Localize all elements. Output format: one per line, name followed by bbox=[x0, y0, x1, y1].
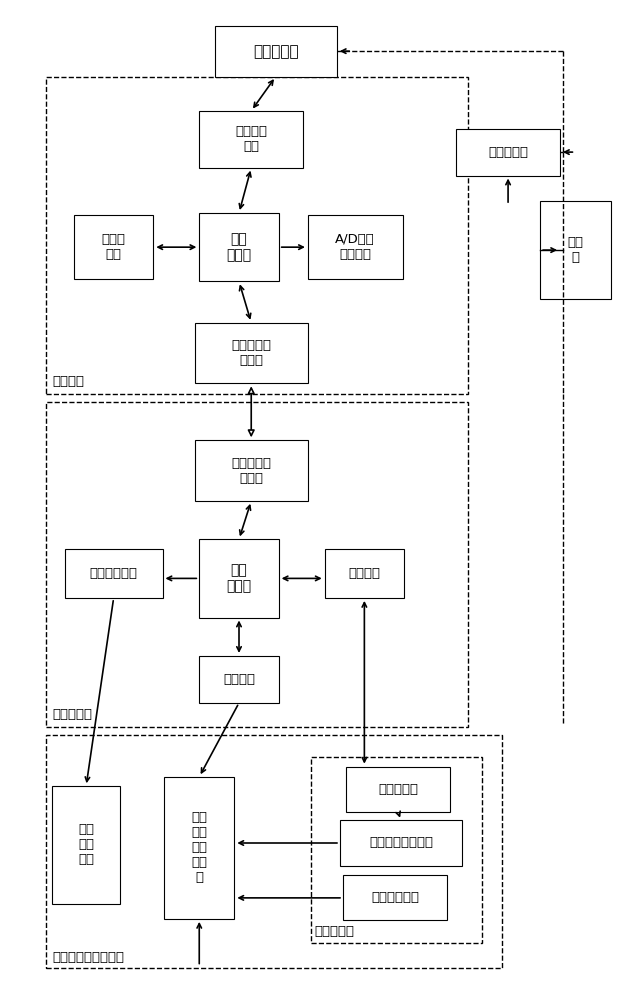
Text: 主控计算机: 主控计算机 bbox=[253, 44, 299, 59]
Text: 控制模块: 控制模块 bbox=[348, 567, 380, 580]
Bar bbox=[215, 26, 337, 77]
Bar bbox=[325, 549, 404, 598]
Bar bbox=[346, 767, 450, 812]
Text: 断面分控器: 断面分控器 bbox=[52, 708, 92, 721]
Text: 二号网络通
讯模块: 二号网络通 讯模块 bbox=[231, 457, 271, 485]
Bar bbox=[199, 213, 279, 281]
Bar bbox=[74, 215, 154, 279]
Bar bbox=[456, 129, 560, 176]
Text: 红外检测电路: 红外检测电路 bbox=[371, 891, 419, 904]
Bar bbox=[65, 549, 162, 598]
Text: 充电电路: 充电电路 bbox=[223, 673, 255, 686]
Bar bbox=[308, 215, 403, 279]
Text: 湿度检
测器: 湿度检 测器 bbox=[102, 233, 125, 261]
Bar bbox=[199, 656, 279, 703]
Text: 光电耦合器: 光电耦合器 bbox=[378, 783, 418, 796]
Bar bbox=[540, 201, 610, 299]
Bar bbox=[52, 786, 120, 904]
Text: 二号
单片机: 二号 单片机 bbox=[226, 563, 252, 594]
Text: 无线接入点: 无线接入点 bbox=[488, 146, 528, 159]
Text: 一号
单片机: 一号 单片机 bbox=[226, 232, 252, 262]
Text: 同步控制器: 同步控制器 bbox=[315, 925, 355, 938]
Bar bbox=[311, 757, 482, 943]
Bar bbox=[47, 77, 468, 394]
Text: 采集前端驱动电路: 采集前端驱动电路 bbox=[369, 836, 433, 850]
Bar bbox=[199, 539, 279, 618]
Bar bbox=[47, 735, 502, 968]
Text: 无线
外同
步采
集前
端: 无线 外同 步采 集前 端 bbox=[191, 811, 207, 884]
Bar bbox=[47, 402, 468, 727]
Bar bbox=[199, 111, 303, 168]
Text: A/D基准
电压电路: A/D基准 电压电路 bbox=[335, 233, 375, 261]
Text: 红外控制电路: 红外控制电路 bbox=[90, 567, 138, 580]
Text: 主控制器: 主控制器 bbox=[52, 375, 85, 388]
Bar bbox=[343, 875, 447, 920]
Bar bbox=[195, 323, 308, 383]
Bar bbox=[340, 820, 462, 866]
Text: 红外
线发
射器: 红外 线发 射器 bbox=[78, 823, 94, 866]
Text: 串口通讯
电路: 串口通讯 电路 bbox=[235, 125, 268, 153]
Text: 无线外同步采集模块: 无线外同步采集模块 bbox=[52, 951, 124, 964]
Bar bbox=[164, 777, 234, 919]
Bar bbox=[195, 440, 308, 501]
Text: 一号网络通
讯模块: 一号网络通 讯模块 bbox=[231, 339, 271, 367]
Text: 路由
器: 路由 器 bbox=[568, 236, 583, 264]
